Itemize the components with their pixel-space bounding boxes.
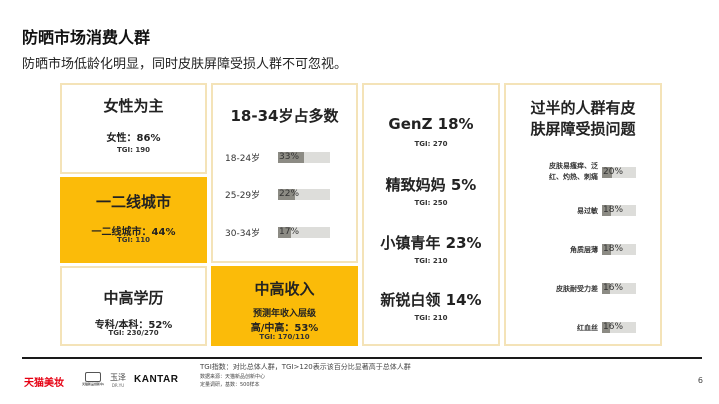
card-city-stat: 一二线城市：44%	[91, 227, 176, 238]
age-bar-label: 25-29岁	[225, 191, 261, 201]
card-city: 一二线城市 一二线城市：44% TGI: 110	[60, 177, 207, 263]
logo-yuze: 玉泽 DR.YU	[110, 372, 126, 388]
skin-bar-label: 易过敏	[510, 206, 598, 216]
segment-tgi: TGI: 210	[414, 314, 448, 322]
logo-tmic-mark	[85, 372, 101, 382]
skin-bar-label-line1: 红血丝	[577, 324, 598, 332]
skin-bar-label-line1: 角质层薄	[570, 246, 598, 254]
card-income: 中高收入 预测年收入层级 高/中高：53% TGI: 170/110	[211, 266, 358, 346]
age-bar: 33%	[278, 152, 330, 163]
skin-bar: 18%	[602, 205, 636, 216]
footer-note-tgi: TGI指数：对比总体人群，TGI>120表示该百分比显著高于总体人群	[200, 363, 411, 371]
card-income-tgi: TGI: 170/110	[259, 333, 310, 341]
segment-tgi: TGI: 210	[414, 257, 448, 265]
skin-bar-value: 20%	[603, 167, 624, 177]
card-female: 女性为主 女性：86% TGI: 190	[60, 83, 207, 174]
age-bar-label: 18-24岁	[225, 154, 261, 164]
card-education-heading: 中高学历	[103, 289, 164, 307]
age-bar-value: 33%	[279, 152, 300, 162]
card-age-heading: 18-34岁占多数	[230, 107, 339, 125]
card-education-tgi: TGI: 230/270	[108, 329, 159, 337]
skin-bar-value: 16%	[603, 283, 624, 293]
logo-tmall-beauty: 天猫美妆	[24, 378, 64, 389]
skin-bar-fill	[602, 205, 612, 216]
footer-note-method: 定量调研，基数：500样本	[200, 382, 260, 388]
skin-bar-label: 红血丝	[510, 323, 598, 333]
age-bar-fill	[278, 152, 304, 163]
card-education: 中高学历 专科/本科：52% TGI: 230/270	[60, 266, 207, 346]
segment-tgi: TGI: 270	[414, 140, 448, 148]
age-bar-label: 30-34岁	[225, 229, 261, 239]
card-female-stat: 女性：86%	[106, 133, 161, 144]
logo-tmic-text: 天猫新品创新中心	[82, 382, 104, 386]
card-income-stat-line1: 预测年收入层级	[252, 309, 316, 319]
skin-bar: 16%	[602, 283, 636, 294]
card-skin: 过半的人群有皮 肤屏障受损问题 皮肤易瘙痒、泛 红、灼热、刺痛 20% 易过敏 …	[504, 83, 662, 346]
page-subtitle: 防晒市场低龄化明显，同时皮肤屏障受损人群不可忽视。	[22, 57, 348, 72]
age-bar-value: 17%	[279, 227, 300, 237]
logo-kantar: KANTAR	[134, 374, 179, 385]
skin-bar: 18%	[602, 244, 636, 255]
card-female-heading: 女性为主	[103, 97, 164, 115]
logo-yuze-sub: DR.YU	[111, 383, 125, 388]
skin-bar-fill	[602, 283, 611, 294]
skin-bar-label-line1: 皮肤易瘙痒、泛	[549, 162, 598, 170]
card-skin-heading-line2: 肤屏障受损问题	[530, 120, 636, 138]
card-skin-heading-line1: 过半的人群有皮	[530, 99, 636, 117]
logo-tmic: 天猫新品创新中心	[82, 372, 104, 386]
footer-note-source: 数据来源：天猫新品创新中心	[200, 374, 266, 380]
skin-bar-label: 角质层薄	[510, 245, 598, 255]
skin-bar: 20%	[602, 167, 636, 178]
card-education-stat: 专科/本科：52%	[94, 320, 173, 331]
skin-bar-label-line1: 皮肤耐受力差	[556, 285, 598, 293]
segment-tgi: TGI: 250	[414, 199, 448, 207]
page-number: 6	[697, 376, 703, 385]
card-income-stat-line2: 高/中高：53%	[250, 323, 319, 334]
skin-bar-fill	[602, 244, 612, 255]
logo-yuze-text: 玉泽	[110, 373, 126, 382]
card-segments: GenZ 18% TGI: 270 精致妈妈 5% TGI: 250 小镇青年 …	[362, 83, 500, 346]
card-female-tgi: TGI: 190	[117, 146, 150, 154]
skin-bar-label: 皮肤耐受力差	[510, 284, 598, 294]
segment-label: 精致妈妈 5%	[385, 176, 477, 194]
card-city-heading: 一二线城市	[95, 193, 171, 211]
skin-bar-fill	[602, 322, 611, 333]
skin-bar-value: 18%	[603, 244, 624, 254]
skin-bar-value: 16%	[603, 322, 624, 332]
skin-bar-label: 皮肤易瘙痒、泛 红、灼热、刺痛	[510, 161, 598, 183]
skin-bar-label-line1: 易过敏	[577, 207, 598, 215]
age-bar-fill	[278, 227, 292, 238]
skin-bar-label-line2: 红、灼热、刺痛	[549, 173, 598, 181]
age-bar: 17%	[278, 227, 330, 238]
segment-label: GenZ 18%	[388, 115, 474, 133]
page-title: 防晒市场消费人群	[22, 28, 151, 47]
segment-label: 新锐白领 14%	[380, 291, 482, 309]
card-city-tgi: TGI: 110	[117, 236, 150, 244]
segment-label: 小镇青年 23%	[380, 234, 482, 252]
card-age: 18-34岁占多数 18-24岁 33% 25-29岁 22% 30-34岁 1…	[211, 83, 358, 263]
skin-bar-value: 18%	[603, 205, 624, 215]
card-income-heading: 中高收入	[254, 280, 315, 298]
age-bar-fill	[278, 189, 296, 200]
skin-bar-fill	[602, 167, 613, 178]
age-bar-value: 22%	[279, 189, 300, 199]
age-bar: 22%	[278, 189, 330, 200]
footer-divider	[22, 357, 702, 359]
skin-bar: 16%	[602, 322, 636, 333]
